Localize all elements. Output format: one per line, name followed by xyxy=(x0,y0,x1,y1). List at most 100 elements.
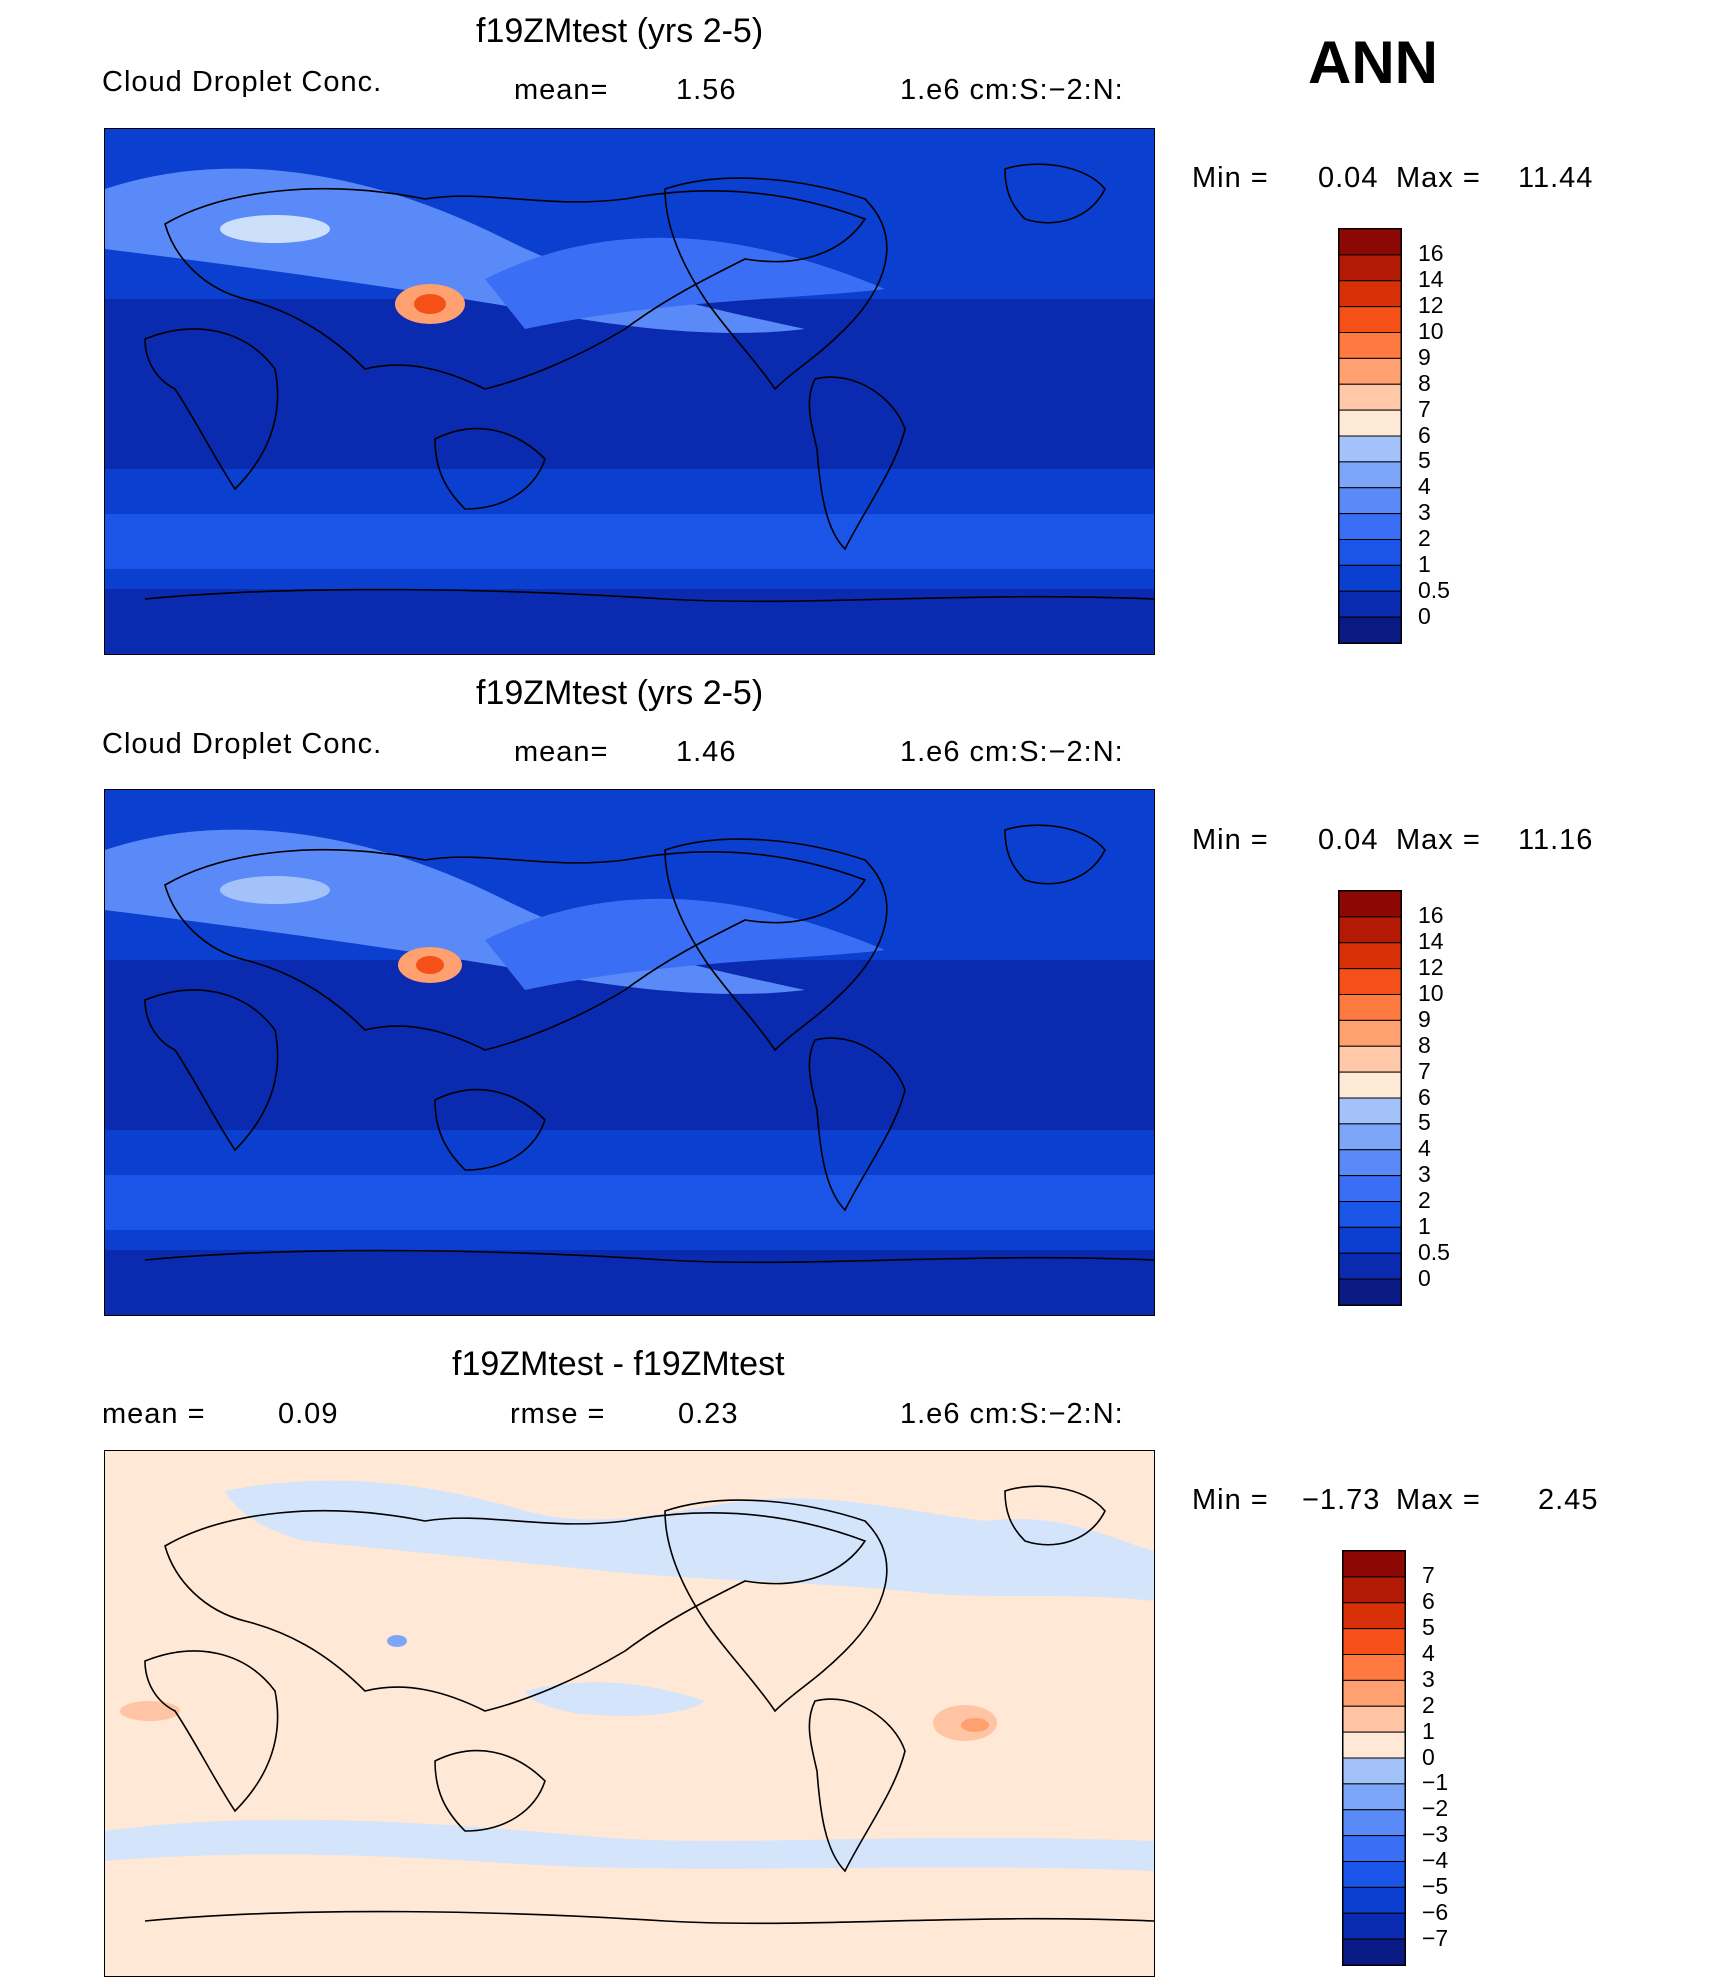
colorbar-label: 0 xyxy=(1418,1264,1431,1291)
colorbar-label: −5 xyxy=(1422,1872,1449,1899)
colorbar-label: 12 xyxy=(1418,954,1444,981)
map1-europe-high xyxy=(220,215,330,243)
panel3-mean-value: 0.09 xyxy=(278,1398,339,1430)
colorbar-box xyxy=(1339,280,1401,308)
panel2-max-label: Max = xyxy=(1396,824,1481,856)
colorbar-box xyxy=(1343,1654,1405,1681)
colorbar-label: 7 xyxy=(1422,1562,1435,1589)
colorbar-box xyxy=(1339,1201,1401,1228)
colorbar-label: 3 xyxy=(1418,499,1431,526)
panel1-title: f19ZMtest (yrs 2-5) xyxy=(476,12,764,50)
colorbar-box xyxy=(1343,1628,1405,1655)
season-label: ANN xyxy=(1308,29,1438,96)
colorbar-box xyxy=(1339,1097,1401,1125)
colorbar-box xyxy=(1339,487,1401,515)
colorbar-box xyxy=(1343,1551,1405,1578)
colorbar-label: 10 xyxy=(1418,318,1444,344)
colorbar-box xyxy=(1339,539,1401,566)
colorbar-label: 3 xyxy=(1422,1665,1435,1692)
colorbar-label: 16 xyxy=(1418,240,1444,267)
colorbar-label: 9 xyxy=(1418,1005,1431,1032)
panel3-colorbar: 7 6 5 4 3 2 1 0 −1 −2 −3 −4 −5 −6 −7 xyxy=(1342,1550,1448,1966)
colorbar-box xyxy=(1343,1861,1405,1888)
map2-china-core xyxy=(416,956,444,974)
panel2-colorbar-boxes xyxy=(1338,890,1402,1306)
panel1-min-value: 0.04 xyxy=(1318,162,1379,194)
colorbar-label: 14 xyxy=(1418,266,1444,293)
colorbar-label: 3 xyxy=(1418,1161,1431,1188)
panel1-min-label: Min = xyxy=(1192,162,1269,194)
panel2-title: f19ZMtest (yrs 2-5) xyxy=(476,674,764,712)
colorbar-box xyxy=(1339,461,1401,489)
panel2-colorbar: 16 14 12 10 9 8 7 6 5 4 3 2 1 0.5 0 xyxy=(1338,890,1450,1306)
panel1-variable: Cloud Droplet Conc. xyxy=(102,66,383,98)
colorbar-box xyxy=(1339,383,1401,411)
map2-europe-high xyxy=(220,876,330,904)
panel1-max-label: Max = xyxy=(1396,162,1481,194)
colorbar-box xyxy=(1343,1757,1405,1785)
colorbar-box xyxy=(1339,564,1401,592)
map2-antarctica xyxy=(105,1250,1154,1315)
panel1-units: 1.e6 cm:S:−2:N: xyxy=(900,74,1124,106)
colorbar-box xyxy=(1339,254,1401,282)
colorbar-label: 8 xyxy=(1418,369,1431,396)
colorbar-box xyxy=(1343,1835,1405,1862)
map2-tropics xyxy=(105,960,1154,1130)
colorbar-box xyxy=(1339,1123,1401,1151)
map1-tropics xyxy=(105,299,1154,469)
colorbar-label: 5 xyxy=(1422,1614,1435,1641)
colorbar-box xyxy=(1343,1576,1405,1604)
colorbar-box xyxy=(1343,1783,1405,1811)
colorbar-label: −3 xyxy=(1422,1821,1449,1848)
colorbar-label: 6 xyxy=(1422,1588,1435,1615)
map2-coastlines xyxy=(144,824,1154,1264)
colorbar-box xyxy=(1343,1912,1405,1940)
colorbar-box xyxy=(1339,1226,1401,1254)
map3-coastlines xyxy=(144,1485,1154,1925)
panel1-mean-value: 1.56 xyxy=(676,74,737,106)
colorbar-label: 5 xyxy=(1418,447,1431,474)
panel3-min-value: −1.73 xyxy=(1302,1484,1381,1516)
panel2-mean-label: mean= xyxy=(514,736,609,768)
panel3-colorbar-boxes xyxy=(1342,1550,1406,1966)
panel2-max-value: 11.16 xyxy=(1518,824,1594,856)
colorbar-box xyxy=(1339,968,1401,995)
colorbar-label: 1 xyxy=(1418,1212,1431,1239)
colorbar-box xyxy=(1339,332,1401,359)
panel2-units: 1.e6 cm:S:−2:N: xyxy=(900,736,1124,768)
colorbar-label: −7 xyxy=(1422,1924,1449,1951)
colorbar-label: 6 xyxy=(1418,1083,1431,1110)
panel3-map xyxy=(104,1450,1155,1977)
colorbar-label: 14 xyxy=(1418,928,1444,955)
colorbar-box xyxy=(1339,616,1401,643)
colorbar-label: 4 xyxy=(1422,1640,1435,1666)
colorbar-box xyxy=(1339,1252,1401,1280)
colorbar-label: 8 xyxy=(1418,1031,1431,1058)
colorbar-box xyxy=(1343,1705,1405,1733)
colorbar-label: 4 xyxy=(1418,1135,1431,1162)
colorbar-box xyxy=(1339,1019,1401,1047)
colorbar-box xyxy=(1339,942,1401,970)
panel1-map xyxy=(104,128,1155,655)
panel1-colorbar: 16 14 12 10 9 8 7 6 5 4 3 2 1 0.5 0 xyxy=(1338,228,1450,644)
panel2-min-value: 0.04 xyxy=(1318,824,1379,856)
map3-africa-positive xyxy=(120,1701,180,1721)
colorbar-label: 7 xyxy=(1418,1057,1431,1084)
colorbar-label: −6 xyxy=(1422,1898,1449,1925)
map1-antarctica xyxy=(105,589,1154,654)
colorbar-label: 4 xyxy=(1418,473,1431,500)
map3-negative-region-south xyxy=(105,1819,1154,1871)
panel3-mean-label: mean = xyxy=(102,1398,206,1430)
panel3-title: f19ZMtest - f19ZMtest xyxy=(452,1345,785,1383)
colorbar-box xyxy=(1339,513,1401,540)
panel2-mean-value: 1.46 xyxy=(676,736,737,768)
colorbar-box xyxy=(1343,1809,1405,1837)
colorbar-box xyxy=(1343,1679,1405,1707)
colorbar-label: 10 xyxy=(1418,980,1444,1006)
panel1-colorbar-boxes xyxy=(1338,228,1402,644)
colorbar-label: 2 xyxy=(1418,525,1431,551)
colorbar-box xyxy=(1339,1045,1401,1073)
colorbar-box xyxy=(1339,891,1401,918)
panel2-variable: Cloud Droplet Conc. xyxy=(102,728,383,760)
panel2-map xyxy=(104,789,1155,1316)
